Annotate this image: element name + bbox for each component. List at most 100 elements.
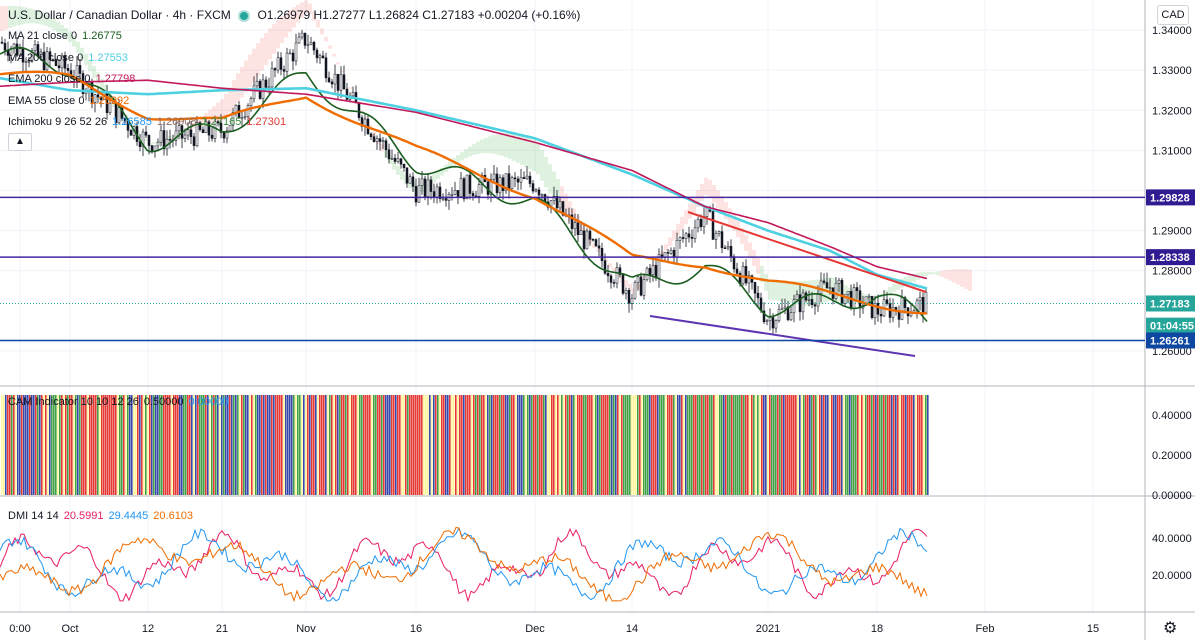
cam-bar	[17, 395, 19, 495]
cam-bar	[903, 395, 905, 495]
cam-bar	[425, 395, 427, 495]
cam-bar	[359, 395, 361, 495]
candle-body	[522, 177, 526, 179]
candle-body	[177, 125, 181, 132]
currency-button[interactable]: CAD	[1157, 5, 1189, 25]
cloud-slice	[536, 142, 540, 175]
cam-bar	[465, 395, 467, 495]
cam-bar	[853, 395, 855, 495]
candle-body	[291, 52, 295, 62]
cam-bar	[861, 395, 863, 495]
cam-bar	[617, 395, 619, 495]
indicator-legend-row[interactable]: MA 21 close 0 1.26775	[8, 29, 127, 43]
cam-bar	[587, 395, 589, 495]
cam-bar	[91, 395, 93, 495]
price-tick-label: 1.28000	[1152, 266, 1192, 278]
cloud-slice	[292, 7, 296, 28]
candle-body	[129, 130, 133, 136]
cloud-slice	[380, 144, 384, 152]
candle-body	[417, 185, 421, 203]
cam-bar	[419, 395, 421, 495]
cam-bar	[81, 395, 83, 495]
candle-body	[921, 297, 925, 315]
cam-bar	[879, 395, 881, 495]
candle-body	[654, 265, 658, 279]
chevron-up-icon[interactable]: ▲	[8, 133, 32, 151]
candle-body	[813, 304, 817, 307]
candle-body	[255, 80, 259, 87]
indicator-legend-row[interactable]: EMA 55 close 0 1.26992	[8, 94, 134, 108]
cloud-slice	[888, 287, 892, 294]
candle-body	[399, 158, 403, 165]
cloud-slice	[320, 28, 324, 35]
candle-body	[423, 178, 427, 197]
symbol-title[interactable]: U.S. Dollar / Canadian Dollar · 4h · FXC…	[8, 8, 231, 22]
indicator-legend-row[interactable]: Ichimoku 9 26 52 26 1.26585 1.26908 1.27165…	[8, 115, 291, 129]
cam-bar	[319, 395, 321, 495]
candle-body	[54, 59, 58, 67]
cam-bar	[87, 395, 89, 495]
candle-body	[897, 311, 901, 320]
candle-body	[807, 299, 811, 301]
cam-bar	[829, 395, 831, 495]
cam-bar	[571, 395, 573, 495]
cam-bar	[285, 395, 287, 495]
cam-bar	[477, 395, 479, 495]
cloud-slice	[676, 223, 680, 236]
candle-body	[561, 201, 565, 216]
candle-body	[420, 178, 424, 186]
cam-bar	[79, 395, 81, 495]
cam-bar	[519, 395, 521, 495]
cloud-slice	[336, 62, 340, 65]
gear-icon[interactable]: ⚙	[1163, 620, 1178, 637]
cloud-slice	[248, 54, 252, 88]
indicator-legend-row[interactable]: MA 200 close 0 1.27553	[8, 51, 133, 65]
cam-bar	[505, 395, 507, 495]
cam-bar	[461, 395, 463, 495]
cam-bar	[481, 395, 483, 495]
cam-bar	[449, 395, 451, 495]
cam-bar	[843, 395, 845, 495]
cam-bar	[733, 395, 735, 495]
cam-bar	[901, 395, 903, 495]
cam-bar	[845, 395, 847, 495]
cam-bar	[623, 395, 625, 495]
candle-body	[309, 42, 313, 45]
candle-body	[321, 55, 325, 59]
market-open-icon	[240, 11, 249, 20]
time-axis-label: 0:00	[9, 623, 30, 635]
cam-bar	[737, 395, 739, 495]
cam-bar	[745, 395, 747, 495]
cloud-slice	[560, 186, 564, 211]
candle-body	[174, 130, 178, 141]
cam-bar	[105, 395, 107, 495]
cam-bar	[647, 395, 649, 495]
indicator-legend-row[interactable]: EMA 200 close 0 1.27798	[8, 72, 140, 86]
cam-bar	[185, 395, 187, 495]
cloud-slice	[332, 53, 336, 57]
cloud-slice	[64, 28, 68, 39]
cam-bar	[753, 395, 755, 495]
cam-bar	[57, 395, 59, 495]
cloud-slice	[568, 201, 572, 222]
cloud-slice	[464, 149, 468, 159]
indicator-value: 1.26992	[89, 94, 130, 107]
cam-bar	[313, 395, 315, 495]
dmi-line-3	[0, 526, 928, 603]
cam-bar	[97, 395, 99, 495]
cam-bar	[529, 395, 531, 495]
candle-body	[783, 306, 787, 309]
indicator-legend-row[interactable]: DMI 14 14 20.5991 29.4445 20.6103	[8, 509, 198, 523]
cam-bar	[715, 395, 717, 495]
indicator-legend-row[interactable]: CAM Indicator 10 10 12 26 0.50000 0.00000	[8, 395, 233, 409]
cloud-slice	[512, 133, 516, 161]
candle-body	[3, 42, 7, 51]
candle-body	[756, 292, 760, 299]
candle-body	[339, 74, 343, 91]
cam-bar	[1, 395, 3, 495]
cloud-slice	[304, 0, 308, 14]
cam-bar	[501, 395, 503, 495]
cam-bar	[695, 395, 697, 495]
